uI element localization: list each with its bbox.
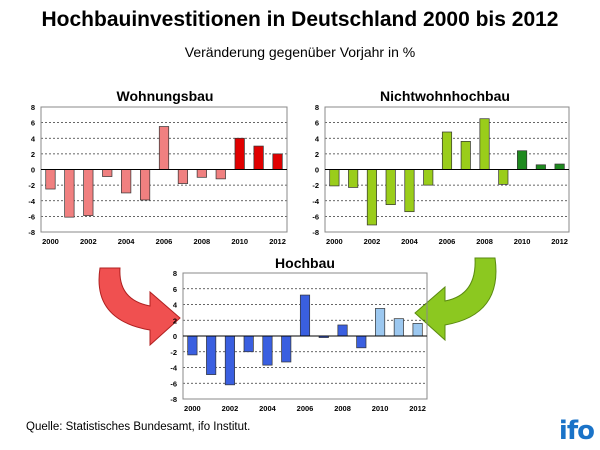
bar-2011 — [535, 164, 546, 170]
x-tick-label: 2004 — [401, 237, 419, 246]
bar-2005 — [139, 169, 151, 201]
x-tick-label: 2000 — [42, 237, 59, 246]
x-tick-label: 2000 — [326, 237, 343, 246]
bar-2008 — [196, 169, 207, 178]
y-tick-label: -2 — [28, 181, 35, 190]
bar-2000 — [187, 335, 198, 356]
bar-2003 — [385, 169, 396, 206]
chart-nichtwohnhochbau: Nichtwohnhochbau 8 6 4 2 0 -2 -4 -6 -8 2000 2002 200… — [312, 88, 570, 246]
y-tick-label: -8 — [28, 228, 35, 237]
bar-2008 — [337, 324, 348, 337]
x-tick-label: 2012 — [409, 404, 426, 413]
bar-2002 — [224, 335, 235, 386]
bar-2003 — [102, 169, 113, 177]
bar-2010 — [375, 308, 386, 337]
y-tick-label: -6 — [312, 212, 319, 221]
x-tick-label: 2008 — [476, 237, 493, 246]
red-arrow-icon — [98, 267, 181, 347]
bar-2005 — [281, 335, 292, 363]
bar-2010 — [234, 137, 245, 170]
x-tick-label: 2010 — [514, 237, 531, 246]
bar-2004 — [404, 169, 415, 213]
bar-2002 — [83, 169, 94, 216]
y-tick-label: -4 — [28, 197, 35, 206]
ifo-logo: ifo — [558, 416, 595, 446]
y-tick-label: 4 — [31, 134, 36, 143]
x-tick-label: 2006 — [439, 237, 456, 246]
bar-2008 — [479, 118, 490, 170]
x-tick-label: 2008 — [194, 237, 211, 246]
bar-2003 — [243, 335, 254, 353]
bar-2011 — [393, 318, 404, 337]
y-tick-label: 0 — [31, 166, 35, 175]
x-tick-label: 2004 — [118, 237, 136, 246]
y-tick-label: 4 — [315, 134, 320, 143]
source-note: Quelle: Statistisches Bundesamt, ifo Ins… — [26, 421, 251, 433]
bar-2004 — [121, 169, 132, 194]
bar-2004 — [262, 335, 273, 366]
x-tick-label: 2012 — [551, 237, 568, 246]
bar-2009 — [498, 169, 509, 185]
y-tick-label: 8 — [315, 103, 319, 112]
y-tick-label: -2 — [170, 348, 177, 357]
bar-2012 — [412, 323, 423, 337]
y-tick-label: 8 — [173, 269, 177, 278]
bar-2012 — [554, 163, 565, 170]
y-tick-label: -8 — [170, 395, 177, 404]
y-tick-label: 0 — [315, 166, 319, 175]
y-tick-label: 6 — [315, 119, 319, 128]
bar-2000 — [329, 169, 340, 187]
bar-2001 — [206, 335, 217, 375]
chart-hochbau: Hochbau 8 6 4 2 0 -2 -4 -6 -8 2000 2002 2004 2006 2008… — [170, 255, 428, 413]
page-subtitle: Veränderung gegenüber Vorjahr in % — [184, 44, 416, 60]
y-tick-label: -8 — [312, 228, 319, 237]
bar-2001 — [64, 169, 75, 218]
bar-2011 — [253, 145, 264, 170]
bar-2005 — [423, 169, 434, 186]
x-tick-label: 2004 — [259, 404, 277, 413]
bar-2012 — [272, 153, 283, 170]
bar-2006 — [158, 126, 170, 170]
bar-2001 — [348, 169, 359, 188]
bar-2002 — [366, 169, 377, 226]
y-tick-label: 4 — [173, 301, 178, 310]
y-tick-label: -4 — [170, 364, 177, 373]
x-tick-label: 2002 — [80, 237, 97, 246]
bar-2009 — [356, 335, 367, 349]
chart-title: Hochbau — [275, 255, 335, 271]
y-tick-label: -6 — [170, 379, 177, 388]
bar-2010 — [517, 150, 528, 170]
x-tick-label: 2002 — [364, 237, 381, 246]
x-tick-label: 2006 — [156, 237, 173, 246]
y-tick-label: -6 — [28, 212, 35, 221]
bar-2006 — [299, 294, 311, 337]
y-tick-label: 2 — [31, 150, 35, 159]
page-title: Hochbauinvestitionen in Deutschland 2000… — [41, 8, 559, 31]
chart-title: Wohnungsbau — [117, 88, 214, 104]
x-tick-label: 2002 — [222, 404, 239, 413]
x-tick-label: 2012 — [269, 237, 286, 246]
y-tick-label: 2 — [173, 316, 177, 325]
y-tick-label: -4 — [312, 197, 319, 206]
x-tick-label: 2010 — [231, 237, 248, 246]
y-tick-label: -2 — [312, 181, 319, 190]
x-tick-label: 2006 — [297, 404, 314, 413]
x-tick-label: 2008 — [334, 404, 351, 413]
bar-2007 — [460, 141, 471, 170]
y-tick-label: 6 — [173, 285, 177, 294]
green-arrow-icon — [414, 257, 497, 342]
chart-wohnungsbau: Wohnungsbau 8 6 4 2 0 -2 -4 -6 -8 2000 2002 2004 2006… — [28, 88, 288, 246]
x-tick-label: 2010 — [372, 404, 389, 413]
y-tick-label: 0 — [173, 332, 177, 341]
y-tick-label: 8 — [31, 103, 35, 112]
y-tick-label: 2 — [315, 150, 319, 159]
chart-title: Nichtwohnhochbau — [380, 88, 510, 104]
bar-2007 — [177, 169, 189, 184]
bar-2009 — [215, 169, 226, 180]
bar-2006 — [441, 131, 453, 170]
y-tick-label: 6 — [31, 119, 35, 128]
x-tick-label: 2000 — [184, 404, 201, 413]
bar-2000 — [45, 169, 56, 190]
